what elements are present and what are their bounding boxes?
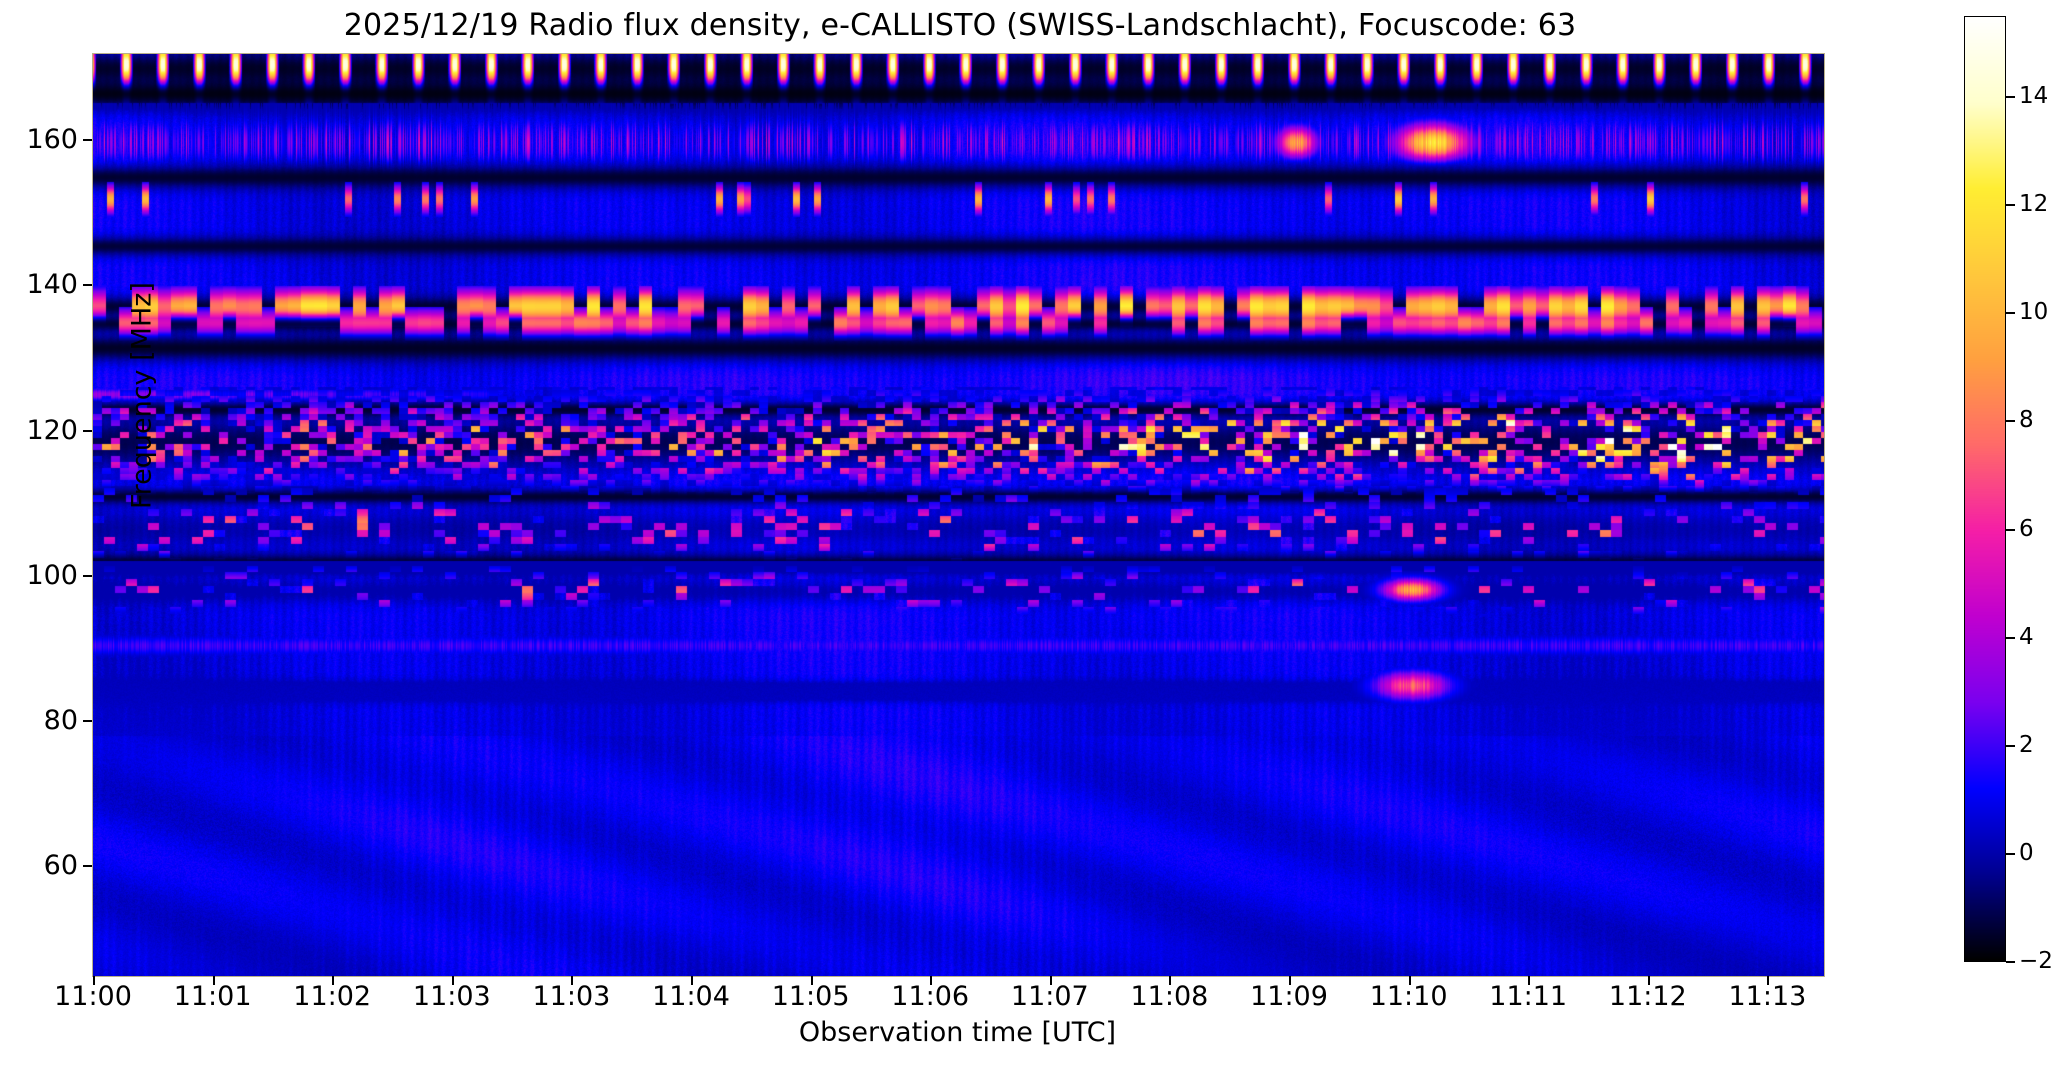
x-tick-label: 11:09 (1250, 981, 1328, 1012)
x-tick-mark (332, 976, 335, 985)
x-tick-mark (93, 976, 95, 985)
colorbar-tick-label: 8 (2019, 407, 2034, 434)
x-tick-label: 11:08 (1130, 981, 1209, 1012)
y-tick-label: 60 (43, 850, 78, 882)
colorbar-tick-label: −2 (2019, 948, 2053, 974)
colorbar-tick-mark (2006, 420, 2015, 423)
colorbar-tick-label: 14 (2019, 83, 2049, 110)
x-tick-mark (1049, 976, 1052, 985)
colorbar-tick-mark (2006, 961, 2015, 963)
x-tick-label: 11:02 (293, 981, 372, 1012)
x-tick-label: 11:03 (532, 981, 611, 1012)
colorbar-gradient (1965, 17, 2005, 961)
x-tick-mark (451, 976, 454, 985)
colorbar-tick-mark (2006, 744, 2015, 747)
x-tick-label: 11:11 (1489, 981, 1568, 1012)
x-tick-label: 11:01 (173, 981, 252, 1012)
colorbar-tick-mark (2006, 312, 2015, 315)
x-axis-label: Observation time [UTC] (798, 1017, 1117, 1048)
colorbar-tick-label: 4 (2019, 623, 2034, 650)
colorbar-tick-mark (2006, 528, 2015, 531)
x-tick-mark (1408, 976, 1411, 985)
colorbar-tick-mark (2006, 852, 2015, 855)
colorbar-tick-label: 12 (2019, 191, 2049, 218)
x-tick-mark (1289, 976, 1291, 985)
y-tick-mark (83, 284, 92, 287)
x-tick-mark (810, 976, 813, 985)
y-tick-mark (83, 865, 92, 868)
y-tick-label: 80 (43, 704, 78, 736)
colorbar (1964, 16, 2006, 962)
colorbar-tick-mark (2006, 96, 2015, 99)
x-tick-mark (1169, 976, 1172, 985)
y-tick-mark (83, 719, 92, 722)
x-tick-label: 11:05 (771, 981, 850, 1012)
x-tick-mark (212, 976, 215, 985)
y-tick-label: 140 (26, 269, 78, 301)
x-tick-label: 11:04 (652, 981, 730, 1012)
y-tick-mark (83, 429, 92, 432)
y-tick-mark (83, 139, 92, 142)
colorbar-tick-mark (2006, 204, 2015, 207)
colorbar-tick-label: 0 (2019, 839, 2034, 866)
colorbar-tick-mark (2006, 636, 2015, 639)
x-tick-label: 11:10 (1369, 981, 1448, 1012)
x-tick-label: 11:12 (1608, 981, 1687, 1012)
x-tick-mark (571, 976, 574, 985)
y-tick-label: 120 (26, 414, 78, 446)
x-tick-mark (1528, 976, 1531, 985)
colorbar-tick-label: 10 (2019, 299, 2049, 326)
x-tick-label: 11:06 (891, 981, 970, 1012)
x-tick-mark (691, 976, 693, 985)
spectrogram-plot (92, 53, 1825, 977)
x-tick-label: 11:13 (1728, 981, 1807, 1012)
x-tick-mark (1767, 976, 1770, 985)
y-axis-label: Frequency [MHz] (126, 282, 158, 509)
colorbar-tick-label: 2 (2019, 731, 2034, 758)
y-tick-mark (83, 574, 92, 577)
spectrogram-canvas (93, 54, 1824, 976)
x-tick-label: 11:07 (1010, 981, 1089, 1012)
y-tick-label: 100 (26, 559, 78, 591)
x-tick-label: 11:03 (412, 981, 491, 1012)
page-title: 2025/12/19 Radio flux density, e-CALLIST… (343, 8, 1577, 43)
x-tick-mark (1647, 976, 1650, 985)
colorbar-tick-label: 6 (2019, 515, 2034, 542)
x-tick-mark (930, 976, 933, 985)
x-tick-label: 11:00 (54, 981, 132, 1012)
y-tick-label: 160 (26, 124, 78, 156)
